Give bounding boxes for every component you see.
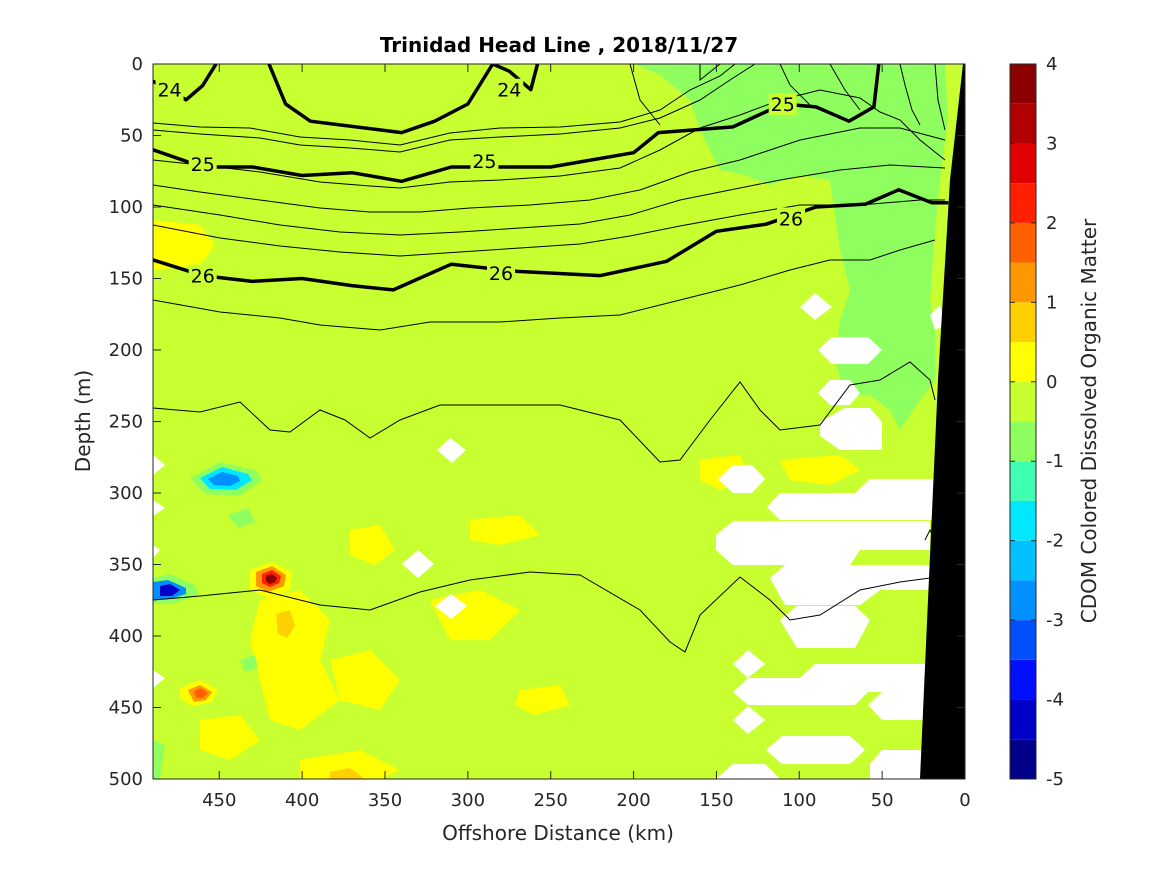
colorbar-ticks: 4 3 2 1 0 -1 -2 -3 -4 -5 <box>1010 54 1064 790</box>
colorbar-tick-label: 4 <box>1046 54 1057 75</box>
y-tick-label: 450 <box>109 698 143 719</box>
plot-area: 24 24 25 25 25 26 26 26 <box>153 64 965 779</box>
x-tick-label: 250 <box>534 790 568 811</box>
cdom-small-teal-patches <box>153 508 258 779</box>
colorbar-tick-label: -3 <box>1046 610 1064 631</box>
colorbar-label: CDOM Colored Dissolved Organic Matter <box>1077 218 1101 623</box>
colorbar-swatch <box>1010 540 1036 581</box>
y-tick-label: 100 <box>109 197 143 218</box>
density-contour-25 <box>153 64 881 184</box>
contour-label-background <box>470 150 499 173</box>
colorbar-tick-label: 0 <box>1046 372 1057 393</box>
colorbar-tick-label: -2 <box>1046 531 1064 552</box>
cdom-field-region <box>635 64 948 430</box>
colorbar-swatch <box>1010 342 1036 382</box>
chart-title: Trinidad Head Line , 2018/11/27 <box>380 33 738 57</box>
contour-label: 24 <box>497 80 521 102</box>
colorbar-swatch <box>1010 302 1036 343</box>
colorbar-swatch <box>1010 183 1036 223</box>
colorbar-swatch <box>1010 739 1036 779</box>
cdom-high-spot <box>180 680 218 706</box>
contour-label-background <box>155 78 184 101</box>
cdom-field-region <box>153 220 215 270</box>
y-axis: 0 50 100 150 200 250 300 350 400 450 500 <box>109 54 965 790</box>
colorbar-swatch <box>1010 699 1036 740</box>
y-tick-label: 300 <box>109 483 143 504</box>
x-tick-label: 50 <box>871 790 894 811</box>
cdom-high-spot <box>250 562 292 598</box>
colorbar-tick-label: 2 <box>1046 213 1057 234</box>
cdom-elevated-spot <box>268 605 300 645</box>
x-tick-label: 0 <box>959 790 970 811</box>
colorbar-swatch <box>1010 64 1036 104</box>
colorbar-swatch <box>1010 103 1036 144</box>
y-tick-label: 500 <box>109 769 143 790</box>
contour-label-background <box>487 261 515 284</box>
y-tick-label: 50 <box>120 126 143 147</box>
cdom-minimum-spot <box>153 574 198 604</box>
density-contour-labels: 24 24 25 25 25 26 26 26 <box>155 78 805 288</box>
x-axis-label: Offshore Distance (km) <box>442 821 674 845</box>
contour-label-background <box>777 207 805 230</box>
x-tick-label: 200 <box>616 790 650 811</box>
colorbar-swatch <box>1010 143 1036 184</box>
colorbar-tick-label: 3 <box>1046 133 1057 154</box>
contour-label-background <box>768 93 797 116</box>
colorbar-tick-label: -5 <box>1046 769 1064 790</box>
x-tick-label: 300 <box>451 790 485 811</box>
contour-label: 26 <box>779 208 803 230</box>
y-axis-label: Depth (m) <box>71 370 95 472</box>
contour-label: 25 <box>472 151 496 173</box>
x-tick-label: 400 <box>285 790 319 811</box>
y-tick-label: 250 <box>109 412 143 433</box>
x-tick-label: 100 <box>782 790 816 811</box>
bathymetry-mask <box>920 64 965 779</box>
y-tick-label: 400 <box>109 626 143 647</box>
x-axis: 450 400 350 300 250 200 150 100 50 0 <box>202 64 971 811</box>
y-tick-label: 0 <box>132 54 143 75</box>
colorbar-tick-label: -1 <box>1046 451 1064 472</box>
y-tick-label: 150 <box>109 269 143 290</box>
thin-density-contours <box>153 64 946 653</box>
cdom-low-spot <box>190 462 262 496</box>
colorbar <box>1009 63 1037 780</box>
colorbar-swatch <box>1010 580 1036 621</box>
x-tick-label: 450 <box>202 790 236 811</box>
colorbar-tick-label: 1 <box>1046 292 1057 313</box>
contour-label: 24 <box>157 80 181 102</box>
y-tick-label: 200 <box>109 340 143 361</box>
colorbar-frame <box>1009 63 1037 780</box>
x-tick-label: 350 <box>368 790 402 811</box>
colorbar-swatch <box>1010 222 1036 263</box>
missing-data-patches <box>153 293 945 779</box>
contour-label-background <box>188 264 217 287</box>
colorbar-swatch <box>1010 620 1036 660</box>
cdom-high-spot <box>330 768 365 779</box>
colorbar-swatch <box>1010 262 1036 303</box>
contour-label: 26 <box>489 263 513 285</box>
colorbar-swatch <box>1010 500 1036 541</box>
colorbar-swatch <box>1010 381 1036 422</box>
colorbar-swatch <box>1010 421 1036 462</box>
colorbar-swatch <box>1010 461 1036 501</box>
density-contour-26 <box>153 188 949 292</box>
y-tick-label: 350 <box>109 555 143 576</box>
contour-label-background <box>495 78 524 101</box>
contour-label-background <box>188 153 217 176</box>
x-tick-label: 150 <box>699 790 733 811</box>
contour-label: 25 <box>191 154 215 176</box>
contour-label: 26 <box>191 266 215 288</box>
contour-label: 25 <box>771 94 795 116</box>
colorbar-swatch <box>1010 659 1036 700</box>
colorbar-tick-label: -4 <box>1046 690 1064 711</box>
